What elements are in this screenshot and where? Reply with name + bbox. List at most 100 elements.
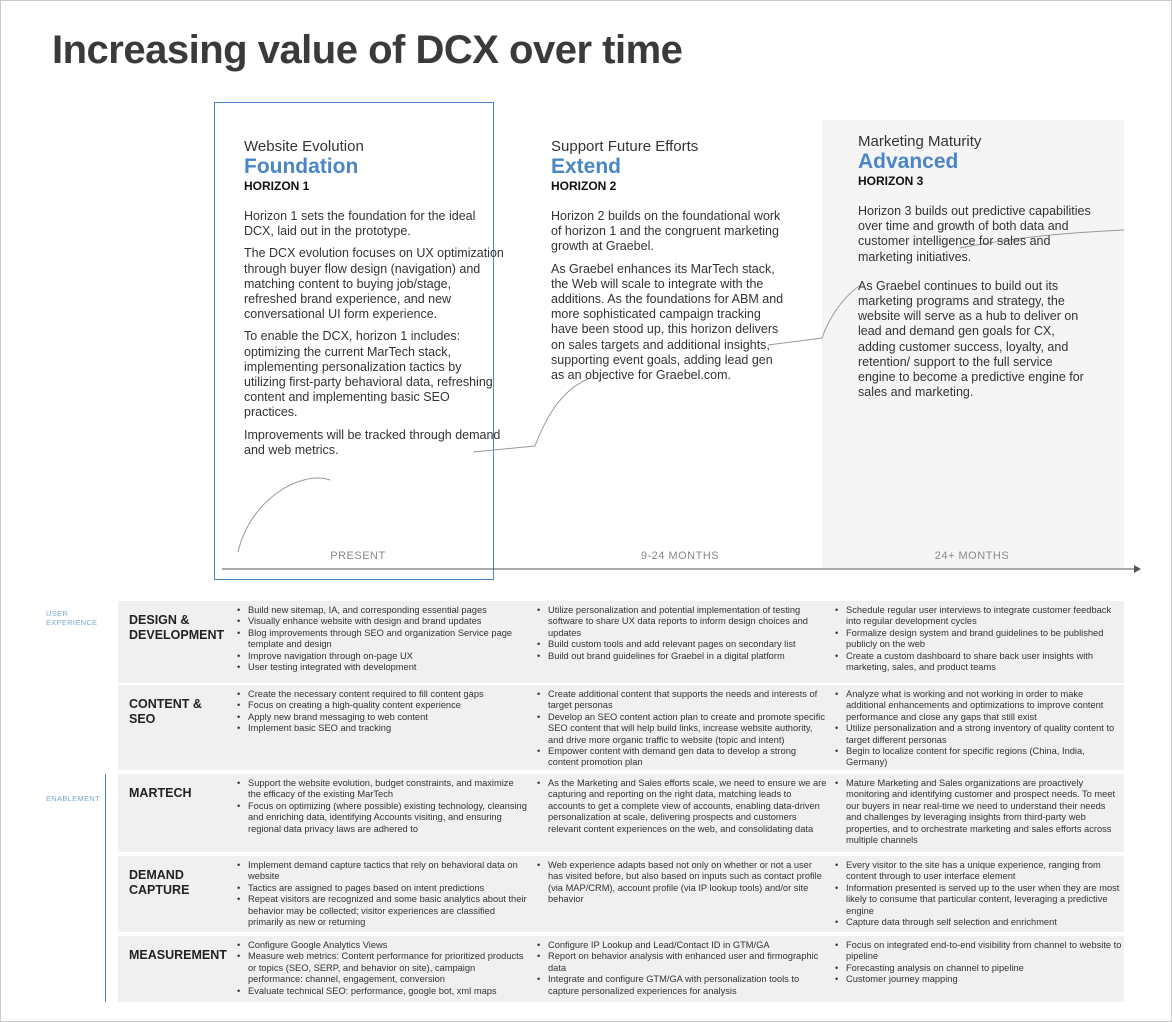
horizon-1-column: Website Evolution Foundation HORIZON 1 H… <box>244 138 504 465</box>
list-item: User testing integrated with development <box>236 662 528 674</box>
row-cell-horizon-3: Focus on integrated end-to-end visibilit… <box>834 940 1122 986</box>
list-item: Forecasting analysis on channel to pipel… <box>834 963 1122 975</box>
list-item: Develop an SEO content action plan to cr… <box>536 712 828 746</box>
horizon-2-name: Extend <box>551 155 622 178</box>
list-item: Focus on optimizing (where possible) exi… <box>236 801 528 835</box>
horizon-1-paragraph: To enable the DCX, horizon 1 includes: o… <box>244 329 493 420</box>
list-item: Report on behavior analysis with enhance… <box>536 951 828 974</box>
row-label: DESIGN & DEVELOPMENT <box>129 613 229 643</box>
enablement-divider <box>105 774 106 1002</box>
horizon-1-subtitle: Website Evolution <box>244 138 364 155</box>
list-item: Empower content with demand gen data to … <box>536 746 828 769</box>
row-label-line: MARTECH <box>129 786 192 800</box>
row-cell-horizon-2: Create additional content that supports … <box>536 689 828 769</box>
horizon-3-paragraph: Horizon 3 builds out predictive capabili… <box>858 204 1091 264</box>
list-item: Create the necessary content required to… <box>236 689 528 701</box>
list-item: Support the website evolution, budget co… <box>236 778 528 801</box>
horizon-1-paragraph: Improvements will be tracked through dem… <box>244 427 501 457</box>
table-row: CONTENT &SEO Create the necessary conten… <box>118 685 1124 772</box>
row-label-line: DESIGN & <box>129 613 190 627</box>
horizon-1-tag: HORIZON 1 <box>244 179 310 193</box>
row-cell-horizon-3: Schedule regular user interviews to inte… <box>834 605 1122 673</box>
table-row: MEASUREMENT Configure Google Analytics V… <box>118 936 1124 1002</box>
list-item: Configure Google Analytics Views <box>236 940 528 952</box>
row-cell-horizon-2: As the Marketing and Sales efforts scale… <box>536 778 828 835</box>
list-item: Build new sitemap, IA, and corresponding… <box>236 605 528 617</box>
row-label-line: SEO <box>129 712 156 726</box>
table-row: MARTECH Support the website evolution, b… <box>118 774 1124 854</box>
list-item: Repeat visitors are recognized and some … <box>236 894 528 928</box>
row-label-line: CAPTURE <box>129 883 190 897</box>
list-item: Integrate and configure GTM/GA with pers… <box>536 974 828 997</box>
row-cell-horizon-1: Build new sitemap, IA, and corresponding… <box>236 605 528 674</box>
row-cell-horizon-3: Mature Marketing and Sales organizations… <box>834 778 1122 846</box>
horizon-3-subtitle: Marketing Maturity <box>858 133 982 150</box>
horizon-3-paragraph: As Graebel continues to build out its ma… <box>858 278 1084 400</box>
list-item: Configure IP Lookup and Lead/Contact ID … <box>536 940 828 952</box>
list-item: Implement demand capture tactics that re… <box>236 860 528 883</box>
list-item: Blog improvements through SEO and organi… <box>236 628 528 651</box>
list-item: As the Marketing and Sales efforts scale… <box>536 778 828 835</box>
list-item: Create additional content that supports … <box>536 689 828 712</box>
list-item: Begin to localize content for specific r… <box>834 746 1122 769</box>
row-label: CONTENT & SEO <box>129 697 229 727</box>
horizon-2-paragraph: Horizon 2 builds on the foundational wor… <box>551 209 781 254</box>
row-cell-horizon-2: Utilize personalization and potential im… <box>536 605 828 662</box>
row-cell-horizon-1: Create the necessary content required to… <box>236 689 528 735</box>
list-item: Web experience adapts based not only on … <box>536 860 828 906</box>
row-cell-horizon-2: Web experience adapts based not only on … <box>536 860 828 906</box>
list-item: Focus on creating a high-quality content… <box>236 700 528 712</box>
list-item: Schedule regular user interviews to inte… <box>834 605 1122 628</box>
horizon-2-tag: HORIZON 2 <box>551 179 617 193</box>
row-cell-horizon-1: Implement demand capture tactics that re… <box>236 860 528 928</box>
row-label: DEMAND CAPTURE <box>129 868 229 898</box>
list-item: Evaluate technical SEO: performance, goo… <box>236 986 528 998</box>
timeline-label-24-plus-months: 24+ MONTHS <box>934 550 1010 562</box>
list-item: Improve navigation through on-page UX <box>236 651 528 663</box>
horizon-1-highlight-box <box>214 102 494 580</box>
list-item: Build out brand guidelines for Graebel i… <box>536 651 828 663</box>
side-label-user-experience: USER EXPERIENCE <box>46 609 97 627</box>
list-item: Utilize personalization and potential im… <box>536 605 828 639</box>
row-cell-horizon-3: Analyze what is working and not working … <box>834 689 1122 769</box>
row-label-line: CONTENT & <box>129 697 202 711</box>
horizon-3-name: Advanced <box>858 150 959 173</box>
list-item: Create a custom dashboard to share back … <box>834 651 1122 674</box>
row-cell-horizon-2: Configure IP Lookup and Lead/Contact ID … <box>536 940 828 997</box>
list-item: Every visitor to the site has a unique e… <box>834 860 1122 883</box>
row-cell-horizon-1: Configure Google Analytics Views Measure… <box>236 940 528 997</box>
horizon-3-tag: HORIZON 3 <box>858 174 924 188</box>
list-item: Apply new brand messaging to web content <box>236 712 528 724</box>
row-label-line: MEASUREMENT <box>129 948 227 962</box>
list-item: Customer journey mapping <box>834 974 1122 986</box>
side-label-enablement: ENABLEMENT <box>46 794 100 803</box>
horizon-2-subtitle: Support Future Efforts <box>551 138 699 155</box>
list-item: Measure web metrics: Content performance… <box>236 951 528 985</box>
list-item: Implement basic SEO and tracking <box>236 723 528 735</box>
list-item: Information presented is served up to th… <box>834 883 1122 917</box>
horizon-1-paragraph: The DCX evolution focuses on UX optimiza… <box>244 246 504 322</box>
row-label-line: DEVELOPMENT <box>129 628 225 642</box>
list-item: Analyze what is working and not working … <box>834 689 1122 723</box>
timeline-label-9-24-months: 9-24 MONTHS <box>640 550 720 562</box>
list-item: Tactics are assigned to pages based on i… <box>236 883 528 895</box>
row-label: MARTECH <box>129 786 229 801</box>
row-cell-horizon-3: Every visitor to the site has a unique e… <box>834 860 1122 929</box>
side-label-line: EXPERIENCE <box>46 618 98 627</box>
horizon-2-column: Support Future Efforts Extend HORIZON 2 … <box>551 138 786 390</box>
row-label-line: DEMAND <box>129 868 184 882</box>
horizon-3-column: Marketing Maturity Advanced HORIZON 3 Ho… <box>858 133 1093 407</box>
row-cell-horizon-1: Support the website evolution, budget co… <box>236 778 528 835</box>
page-title: Increasing value of DCX over time <box>52 28 683 72</box>
horizon-3-background <box>822 120 1124 568</box>
list-item: Utilize personalization and a strong inv… <box>834 723 1122 746</box>
list-item: Visually enhance website with design and… <box>236 616 528 628</box>
list-item: Mature Marketing and Sales organizations… <box>834 778 1122 846</box>
side-label-line: USER <box>46 609 69 618</box>
horizon-2-paragraph: As Graebel enhances its MarTech stack, t… <box>551 261 784 383</box>
table-row: DESIGN &DEVELOPMENT Build new sitemap, I… <box>118 601 1124 685</box>
list-item: Build custom tools and add relevant page… <box>536 639 828 651</box>
horizon-1-name: Foundation <box>244 155 359 178</box>
row-label: MEASUREMENT <box>129 948 229 963</box>
